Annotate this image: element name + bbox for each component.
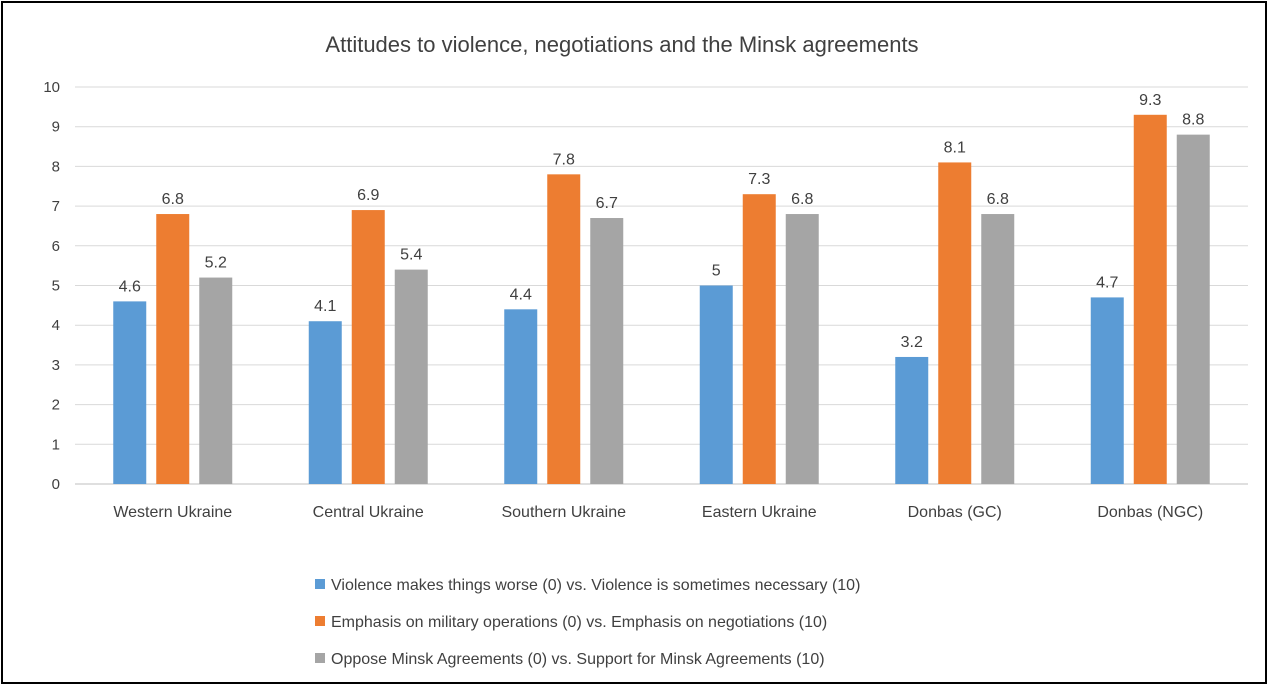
category-label: Western Ukraine (113, 504, 232, 521)
bar-series-0 (308, 321, 342, 484)
bar-series-2 (981, 214, 1015, 485)
data-label: 6.9 (357, 187, 379, 204)
data-label: 4.1 (314, 298, 336, 315)
bar-series-2 (199, 277, 233, 484)
bar-series-0 (699, 285, 733, 484)
data-label: 5.2 (205, 255, 227, 272)
category-label: Central Ukraine (313, 504, 424, 521)
legend: Violence makes things worse (0) vs. Viol… (315, 577, 860, 668)
bar-series-1 (547, 174, 581, 484)
data-label: 7.8 (553, 151, 575, 168)
data-label: 7.3 (748, 171, 770, 188)
bar-series-2 (1176, 134, 1210, 484)
category-label: Donbas (NGC) (1097, 504, 1203, 521)
y-tick-label: 0 (52, 476, 60, 493)
bar-series-0 (1090, 297, 1124, 484)
data-label: 4.6 (119, 278, 141, 295)
legend-swatch (315, 579, 325, 589)
bar-series-0 (895, 356, 929, 484)
legend-swatch (315, 653, 325, 663)
category-label: Eastern Ukraine (702, 504, 817, 521)
legend-swatch (315, 616, 325, 626)
bars (113, 114, 1210, 485)
category-label: Southern Ukraine (501, 504, 626, 521)
category-label: Donbas (GC) (908, 504, 1002, 521)
bar-series-2 (590, 218, 624, 484)
legend-label: Oppose Minsk Agreements (0) vs. Support … (331, 651, 825, 668)
data-label: 4.4 (510, 286, 532, 303)
data-labels: 4.6 6.8 5.2 4.1 6.9 5.4 4.4 7.8 6.7 5 7.3 6.8 3.2 8.1… (119, 92, 1205, 351)
data-label: 3.2 (901, 334, 923, 351)
bar-series-1 (156, 214, 190, 485)
y-tick-label: 10 (43, 79, 60, 96)
legend-label: Violence makes things worse (0) vs. Viol… (331, 577, 860, 594)
y-tick-label: 3 (52, 357, 60, 374)
y-tick-label: 9 (52, 119, 60, 136)
data-label: 8.1 (944, 139, 966, 156)
gridlines (75, 86, 1248, 485)
legend-label: Emphasis on military operations (0) vs. … (331, 614, 827, 631)
y-tick-label: 6 (52, 238, 60, 255)
data-label: 5.4 (400, 247, 422, 264)
chart-title: Attitudes to violence, negotiations and … (325, 32, 918, 57)
y-tick-label: 5 (52, 278, 60, 295)
data-label: 6.8 (987, 191, 1009, 208)
y-tick-label: 4 (52, 317, 60, 334)
data-label: 9.3 (1139, 92, 1161, 109)
bar-series-1 (1133, 114, 1167, 484)
data-label: 6.7 (596, 195, 618, 212)
data-label: 5 (712, 263, 721, 280)
bar-series-0 (113, 301, 147, 484)
data-label: 6.8 (162, 191, 184, 208)
data-label: 8.8 (1182, 112, 1204, 129)
bar-series-2 (785, 214, 819, 485)
x-axis-categories: Western Ukraine Central Ukraine Southern U… (113, 504, 1203, 521)
y-tick-label: 8 (52, 158, 60, 175)
bar-series-1 (938, 162, 972, 484)
y-tick-label: 1 (52, 436, 60, 453)
y-tick-label: 2 (52, 397, 60, 414)
bar-series-0 (504, 309, 538, 484)
bar-series-1 (742, 194, 776, 484)
data-label: 6.8 (791, 191, 813, 208)
data-label: 4.7 (1096, 274, 1118, 291)
bar-series-1 (351, 210, 385, 484)
bar-series-2 (394, 269, 428, 484)
y-tick-label: 7 (52, 198, 60, 215)
y-axis-ticks: 0 1 2 3 4 5 6 7 8 9 10 (43, 79, 60, 493)
